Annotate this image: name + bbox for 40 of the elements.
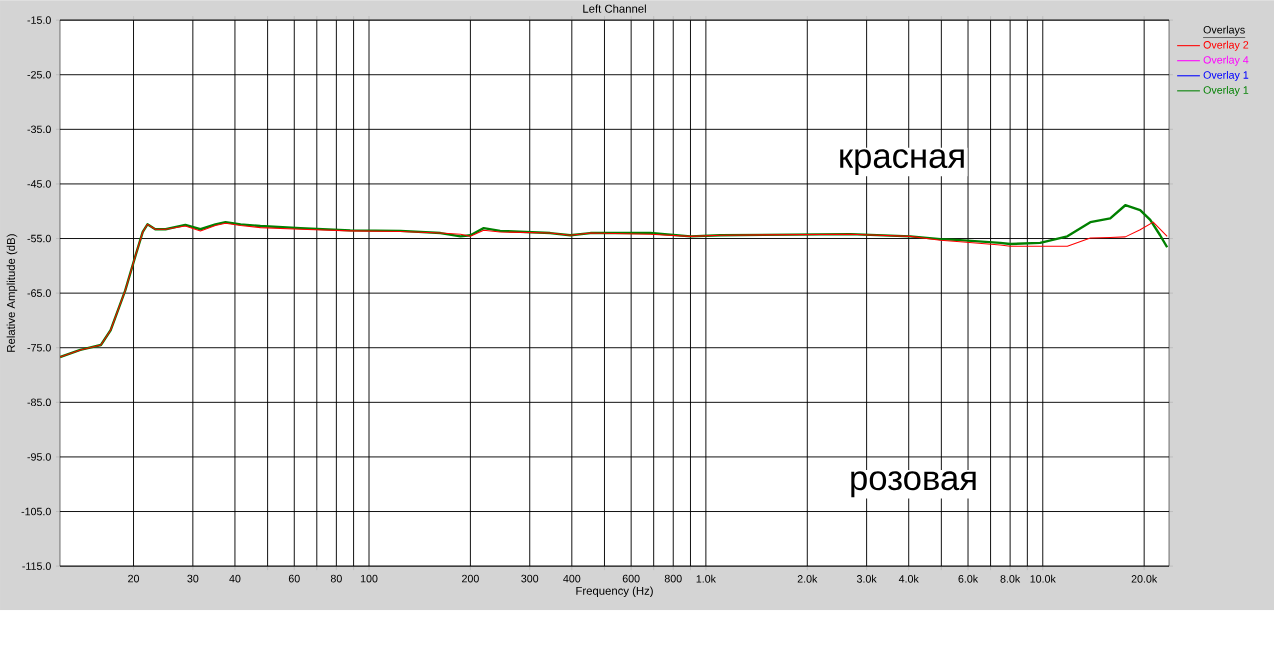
y-tick-label: -95.0: [27, 453, 51, 461]
x-tick-label: 60: [288, 574, 300, 583]
annotation: розовая: [851, 471, 976, 498]
legend-label: Overlay 1: [1203, 70, 1249, 81]
x-tick-label: 80: [330, 574, 342, 583]
x-tick-label: 10.0k: [1030, 574, 1056, 583]
x-tick-label: 100: [360, 574, 378, 583]
x-tick-label: 20: [128, 574, 140, 583]
x-tick-label: 2.0k: [797, 574, 818, 583]
y-tick-label: -115.0: [22, 562, 51, 570]
x-tick-label: 30: [187, 574, 199, 583]
x-axis-title: Frequency (Hz): [576, 586, 653, 597]
legend-label: Overlay 2: [1203, 40, 1249, 51]
x-tick-label: 6.0k: [958, 574, 979, 583]
annotation: красная: [840, 149, 964, 175]
x-tick-label: 200: [462, 574, 479, 583]
x-tick-label: 8.0k: [1000, 574, 1021, 583]
y-axis-title: Relative Amplitude (dB): [6, 234, 18, 352]
y-tick-label: -65.0: [27, 289, 51, 297]
x-tick-label: 40: [229, 574, 241, 583]
y-tick-label: -105.0: [21, 507, 51, 516]
x-tick-label: 1.0k: [696, 574, 716, 583]
chart-title: Left Channel: [583, 4, 646, 13]
y-tick-label: -25.0: [27, 70, 51, 79]
x-tick-label: 300: [521, 574, 539, 583]
y-tick-label: -75.0: [27, 343, 51, 352]
x-tick-label: 800: [664, 574, 682, 583]
y-tick-label: -55.0: [27, 234, 51, 243]
legend-title: Overlays: [1203, 25, 1245, 36]
x-tick-label: 3.0k: [856, 574, 877, 583]
x-tick-label: 400: [563, 574, 581, 583]
x-tick-label: 20.0k: [1131, 574, 1158, 583]
y-tick-label: -85.0: [27, 398, 51, 407]
y-tick-label: -15.0: [27, 16, 51, 24]
x-tick-label: 4.0k: [898, 574, 919, 583]
legend-label: Overlay 4: [1203, 55, 1249, 66]
x-tick-label: 600: [622, 574, 640, 583]
legend-label: Overlay 1: [1203, 85, 1249, 96]
y-tick-label: -35.0: [27, 125, 51, 134]
y-tick-label: -45.0: [27, 180, 51, 188]
